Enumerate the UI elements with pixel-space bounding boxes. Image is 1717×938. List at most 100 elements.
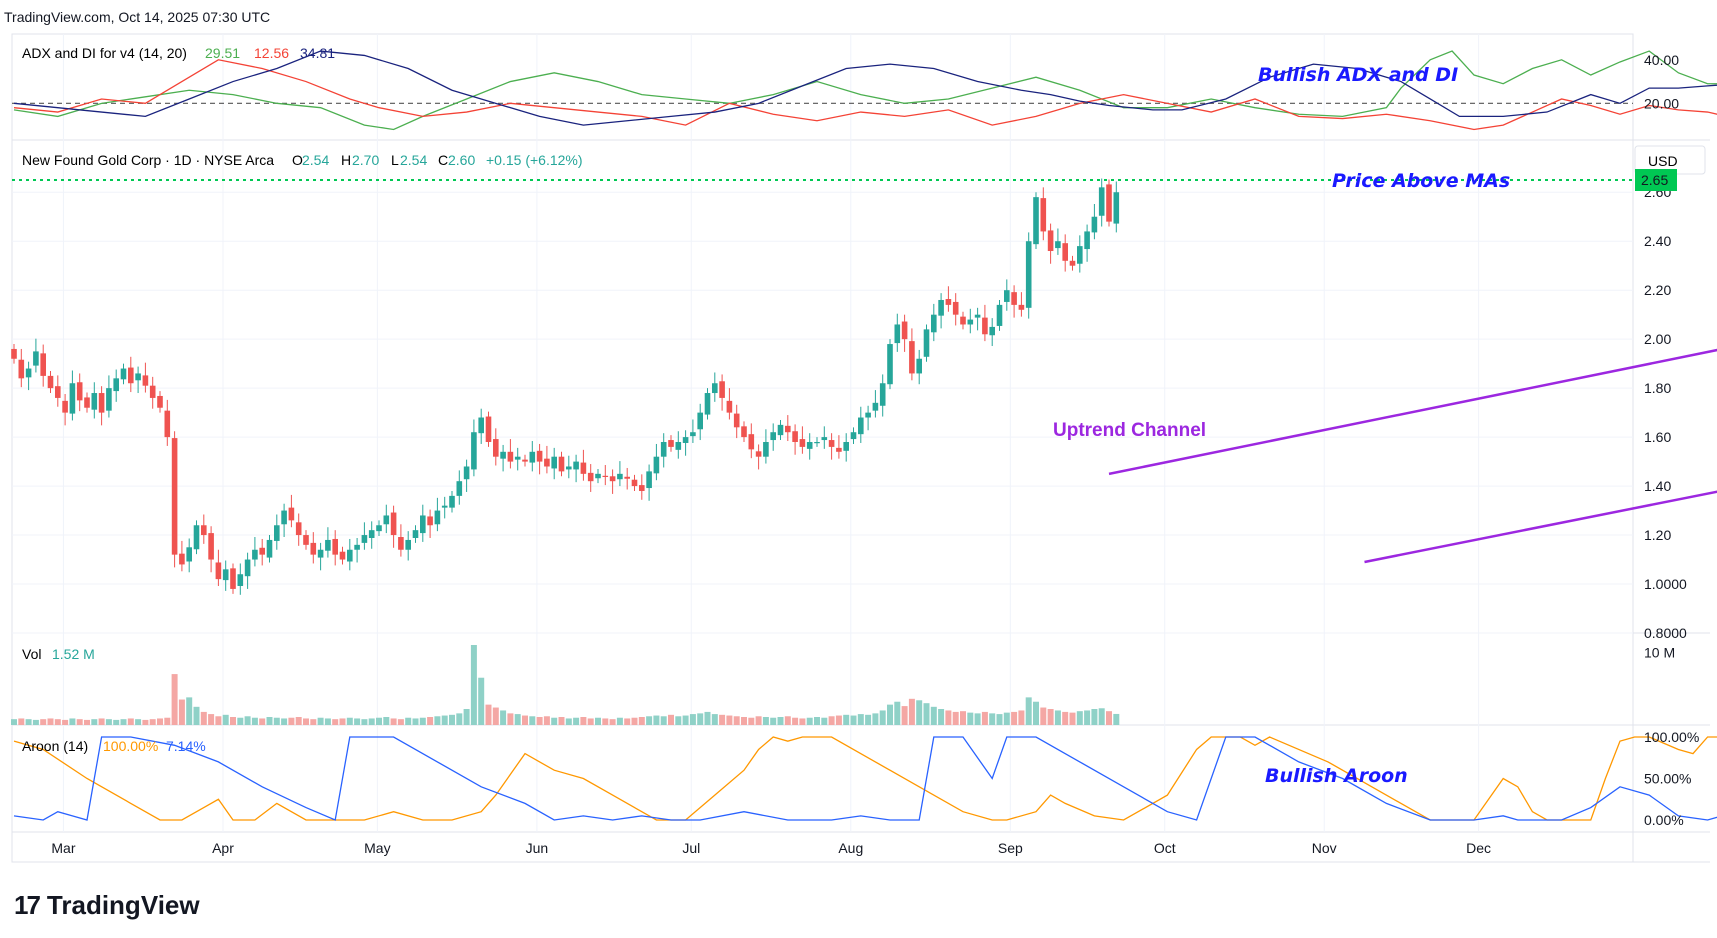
candle-up <box>354 544 360 550</box>
candle-up <box>368 530 375 538</box>
price-scale-tick: 1.40 <box>1644 478 1671 494</box>
candle-up <box>91 393 98 410</box>
volume-bar <box>266 717 273 725</box>
candle-up <box>551 456 557 469</box>
candle-down <box>128 367 134 384</box>
volume-bar <box>835 715 842 725</box>
volume-bar <box>427 717 434 725</box>
volume-bar <box>1069 712 1076 725</box>
candle-up <box>281 510 287 525</box>
channel-upper-line[interactable] <box>1108 168 1717 476</box>
candle-down <box>741 426 747 438</box>
volume-bar <box>558 717 565 725</box>
volume-bar <box>127 718 134 725</box>
price-scale-tick: 2.40 <box>1644 233 1671 249</box>
adx-series-lines <box>12 50 1717 131</box>
annotation-bullish-adx: Bullish ADX and DI <box>1258 64 1458 86</box>
volume-bar <box>981 711 988 725</box>
adx-panel[interactable]: ADX and DI for v4 (14, 20) 29.51 12.56 3… <box>12 45 1717 131</box>
ohlc-readout: O 2.54 H 2.70 L 2.54 C 2.60 +0.15 (+6.12… <box>292 152 583 168</box>
volume-bar <box>449 714 455 725</box>
candle-down <box>98 393 105 413</box>
volume-bar <box>120 719 127 725</box>
candle-down <box>792 431 798 443</box>
candle-up <box>514 456 521 460</box>
adx-plus-di-value: 29.51 <box>205 45 240 61</box>
channel-lower-line[interactable] <box>1364 261 1717 564</box>
volume-bar <box>383 717 390 725</box>
volume-bar <box>456 713 463 725</box>
volume-bar <box>397 719 404 725</box>
aroon-down-value: 7.14% <box>166 738 206 754</box>
volume-bar <box>522 715 528 725</box>
price-scale[interactable]: 40.0020.002.602.402.202.001.801.601.401.… <box>1635 52 1699 828</box>
aroon-panel[interactable]: Aroon (14) 100.00% 7.14% Bullish Aroon <box>13 736 1717 821</box>
adx-scale-tick: 20.00 <box>1644 95 1679 111</box>
volume-bar <box>32 719 39 725</box>
candle-down <box>587 472 594 482</box>
candle-up <box>478 417 484 434</box>
candle-down <box>726 400 733 413</box>
candle-up <box>923 329 930 357</box>
adx-minus-di-value: 12.56 <box>254 45 289 61</box>
volume-bar <box>500 710 507 725</box>
volume-bar <box>565 718 572 725</box>
candle-up <box>894 324 901 344</box>
candle-down <box>171 438 178 555</box>
volume-bar <box>1062 711 1069 725</box>
volume-panel[interactable]: Vol 1.52 M <box>11 645 1120 725</box>
volume-bar <box>682 715 689 725</box>
volume-bar <box>711 714 718 725</box>
candle-down <box>18 359 25 379</box>
time-scale[interactable]: Mar Apr May Jun Jul Aug Sep Oct Nov Dec <box>51 840 1491 856</box>
volume-bar <box>543 716 550 725</box>
ohlc-l-label: L <box>391 152 399 168</box>
candle-up <box>865 412 871 418</box>
price-scale-tick: 1.20 <box>1644 527 1671 543</box>
volume-bar <box>171 674 178 725</box>
candle-down <box>1011 292 1017 305</box>
candle-down <box>748 434 755 450</box>
volume-bar <box>857 714 864 725</box>
candle-up <box>463 466 470 480</box>
candle-up <box>244 559 251 577</box>
volume-bar <box>178 699 185 725</box>
volume-bar <box>828 716 835 725</box>
volume-bar <box>230 717 236 725</box>
candle-up <box>25 368 32 378</box>
candle-up <box>974 314 981 318</box>
volume-bar <box>1003 712 1010 725</box>
price-panel[interactable]: New Found Gold Corp · 1D · NYSE Arca O 2… <box>11 145 1717 634</box>
volume-bar <box>354 718 361 725</box>
candle-up <box>441 505 448 508</box>
volume-bar <box>1084 710 1091 725</box>
candle-up <box>1091 216 1098 233</box>
candle-up <box>361 535 368 543</box>
time-scale-tick: Aug <box>838 840 863 856</box>
volume-bar <box>1040 707 1047 725</box>
tradingview-logo[interactable]: 17 TradingView <box>14 890 200 921</box>
price-scale-tick: 1.0000 <box>1644 576 1687 592</box>
price-scale-tick: 1.80 <box>1644 380 1671 396</box>
adx-scale-tick: 40.00 <box>1644 52 1679 68</box>
volume-scale-tick: 10 M <box>1644 644 1675 660</box>
volume-bar <box>536 717 543 725</box>
time-scale-tick: Nov <box>1312 840 1337 856</box>
candle-down <box>76 382 83 401</box>
volume-bar <box>726 715 733 725</box>
candle-down <box>609 476 616 482</box>
volume-bar <box>215 716 222 725</box>
candle-down <box>1062 243 1068 261</box>
volume-bar <box>719 714 726 725</box>
volume-bar <box>208 714 215 725</box>
candle-up <box>806 442 813 449</box>
candle-down <box>836 447 842 452</box>
volume-bar <box>310 719 317 725</box>
candle-down <box>945 299 952 305</box>
candle-up <box>938 299 944 316</box>
candle-down <box>828 440 835 447</box>
candle-up <box>879 383 886 406</box>
candle-down <box>142 375 149 386</box>
volume-bar <box>1033 701 1039 725</box>
